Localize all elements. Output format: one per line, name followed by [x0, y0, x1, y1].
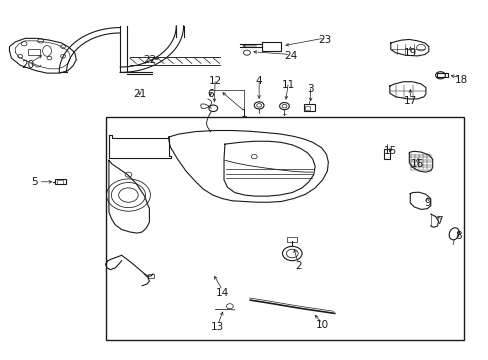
- Text: 21: 21: [133, 89, 146, 99]
- Text: 23: 23: [318, 35, 331, 45]
- Bar: [383, 149, 389, 159]
- Text: 22: 22: [142, 55, 156, 65]
- Bar: [305, 106, 310, 110]
- Text: 2: 2: [294, 261, 301, 271]
- Text: 19: 19: [403, 48, 416, 58]
- Text: 12: 12: [208, 76, 222, 86]
- Text: 11: 11: [281, 80, 294, 90]
- Text: 15: 15: [384, 146, 397, 156]
- Text: 13: 13: [211, 322, 224, 332]
- Text: 16: 16: [410, 159, 424, 169]
- Text: 20: 20: [21, 60, 34, 70]
- Text: 1: 1: [241, 109, 247, 119]
- Text: 5: 5: [31, 177, 38, 187]
- Text: 7: 7: [435, 216, 442, 226]
- Bar: [148, 274, 154, 278]
- Bar: [27, 49, 40, 55]
- Text: 3: 3: [306, 84, 313, 94]
- Text: 8: 8: [455, 231, 462, 240]
- Text: 17: 17: [403, 96, 416, 106]
- Bar: [57, 180, 63, 184]
- Bar: [55, 179, 66, 184]
- Text: 24: 24: [284, 51, 297, 61]
- Bar: [287, 237, 297, 242]
- Text: 18: 18: [454, 75, 467, 85]
- Bar: [304, 104, 314, 111]
- Bar: [436, 73, 447, 77]
- Text: 4: 4: [255, 76, 262, 86]
- Text: 9: 9: [423, 198, 430, 208]
- Text: 6: 6: [206, 89, 213, 99]
- Text: 10: 10: [315, 320, 328, 330]
- Bar: [105, 117, 463, 339]
- Text: 14: 14: [216, 288, 229, 298]
